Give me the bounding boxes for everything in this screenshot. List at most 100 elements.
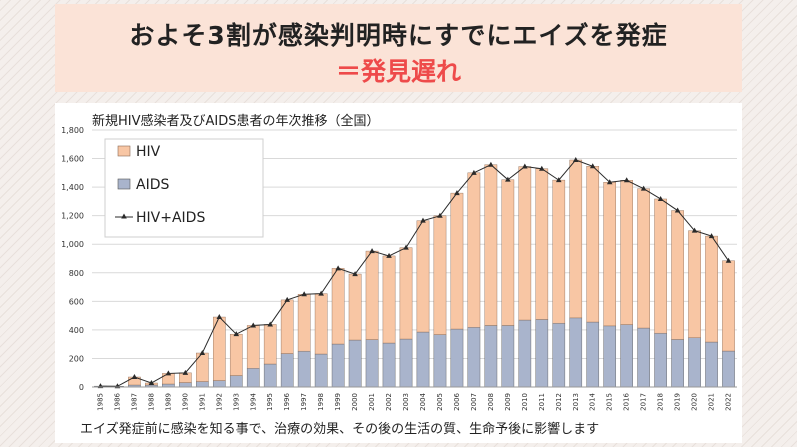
bar-hiv bbox=[518, 166, 532, 321]
hiv-aids-chart: 0 200 400 600 800 1,000 1,200 1,400 1,600 1,800 19… bbox=[61, 113, 737, 411]
bar-aids bbox=[484, 325, 498, 388]
y-tick-label: 1,000 bbox=[61, 240, 84, 249]
bar-hiv bbox=[416, 220, 430, 333]
bar-hiv bbox=[433, 215, 447, 335]
bar-hiv bbox=[263, 324, 277, 365]
bar-aids bbox=[399, 338, 413, 388]
bar-hiv bbox=[331, 268, 345, 345]
bar-aids bbox=[637, 327, 650, 388]
line-point bbox=[284, 296, 290, 302]
bar-aids bbox=[416, 331, 430, 388]
x-tick-label: 2020 bbox=[691, 393, 699, 411]
bar-hiv bbox=[688, 230, 701, 338]
x-tick-label: 1998 bbox=[317, 393, 325, 411]
bar-hiv bbox=[365, 250, 379, 340]
x-tick-label: 2014 bbox=[589, 392, 597, 410]
footnote: エイズ発症前に感染を知る事で、治療の効果、その後の生活の質、生命予後に影響します bbox=[80, 422, 600, 437]
x-tick-label: 2005 bbox=[436, 393, 444, 411]
chart-legend: HIV AIDS HIV+AIDS bbox=[104, 138, 264, 238]
bar-hiv bbox=[246, 325, 260, 369]
bar-hiv bbox=[569, 159, 583, 319]
line-point bbox=[522, 163, 528, 169]
chart-panel: 0 200 400 600 800 1,000 1,200 1,400 1,600 1,800 19… bbox=[55, 103, 742, 443]
legend-swatch-hiv bbox=[117, 145, 131, 157]
x-tick-label: 2016 bbox=[623, 392, 631, 410]
line-point bbox=[267, 321, 274, 327]
y-tick-label: 1,400 bbox=[61, 183, 84, 192]
bar-hiv bbox=[348, 273, 362, 341]
legend-label-aids: AIDS bbox=[136, 177, 169, 193]
y-tick-label: 800 bbox=[69, 269, 84, 278]
line-point bbox=[199, 350, 206, 356]
x-tick-label: 2022 bbox=[725, 393, 733, 411]
x-tick-label: 1992 bbox=[215, 393, 223, 411]
y-tick-label: 1,800 bbox=[61, 126, 84, 135]
legend-swatch-aids bbox=[117, 178, 131, 190]
x-tick-label: 2013 bbox=[572, 393, 580, 411]
line-point bbox=[539, 165, 545, 171]
line-point bbox=[471, 169, 477, 175]
x-tick-label: 2017 bbox=[640, 393, 648, 411]
line-point bbox=[386, 252, 392, 258]
chart-title: 新規HIV感染者及びAIDS患者の年次推移（全国） bbox=[92, 113, 380, 129]
bar-aids bbox=[196, 381, 209, 388]
x-tick-label: 2011 bbox=[538, 393, 546, 411]
y-tick-label: 1,200 bbox=[61, 212, 84, 221]
header-banner: およそ3割が感染判明時にすでにエイズを発症 ＝発見遅れ bbox=[55, 4, 742, 92]
bar-aids bbox=[297, 350, 311, 388]
x-tick-label: 1990 bbox=[181, 393, 189, 411]
line-point bbox=[403, 244, 409, 250]
bar-hiv bbox=[229, 333, 243, 376]
bar-hiv bbox=[705, 235, 718, 343]
bar-aids bbox=[518, 319, 532, 388]
bar-hiv bbox=[637, 188, 650, 329]
line-point bbox=[216, 314, 223, 320]
bar-hiv bbox=[382, 255, 396, 344]
x-tick-label: 1989 bbox=[164, 393, 172, 411]
bar-hiv bbox=[280, 299, 294, 354]
x-tick-label: 2006 bbox=[453, 392, 461, 410]
line-point bbox=[623, 177, 630, 183]
bar-aids bbox=[314, 353, 328, 388]
legend-marker-total bbox=[121, 213, 127, 219]
bar-hiv bbox=[620, 180, 633, 325]
bar-aids bbox=[467, 327, 481, 388]
bar-aids bbox=[450, 328, 464, 388]
y-tick-label: 400 bbox=[69, 326, 84, 335]
bar-hiv bbox=[297, 293, 311, 352]
x-tick-label: 2009 bbox=[504, 393, 512, 411]
line-point bbox=[657, 195, 664, 201]
bar-hiv bbox=[535, 168, 549, 320]
line-point bbox=[555, 177, 562, 183]
bar-hiv bbox=[399, 247, 413, 340]
bar-aids bbox=[688, 337, 701, 388]
bar-hiv bbox=[484, 164, 498, 326]
line-point bbox=[352, 271, 358, 277]
line-point bbox=[233, 331, 240, 337]
bar-hiv bbox=[722, 260, 735, 352]
line-point bbox=[420, 217, 426, 223]
y-tick-label: 1,600 bbox=[61, 155, 84, 164]
x-tick-label: 1985 bbox=[96, 393, 104, 411]
x-tick-label: 2015 bbox=[606, 393, 614, 411]
bar-aids bbox=[179, 382, 192, 388]
y-tick-label: 200 bbox=[69, 354, 84, 363]
line-point bbox=[725, 257, 732, 263]
x-tick-label: 2012 bbox=[555, 393, 563, 411]
bar-aids bbox=[671, 339, 684, 388]
x-tick-label: 1997 bbox=[300, 393, 308, 411]
x-tick-label: 1993 bbox=[232, 393, 240, 411]
bar-aids bbox=[535, 319, 549, 388]
legend-label-total: HIV+AIDS bbox=[136, 210, 205, 226]
bar-aids bbox=[229, 375, 243, 388]
bar-hiv bbox=[671, 210, 684, 340]
x-tick-label: 1988 bbox=[147, 393, 155, 411]
line-point bbox=[488, 161, 494, 167]
line-point bbox=[674, 207, 681, 213]
line-point bbox=[572, 156, 579, 162]
line-point bbox=[589, 163, 596, 169]
line-point bbox=[318, 290, 324, 296]
line-point bbox=[505, 176, 511, 182]
x-tick-label: 1987 bbox=[130, 393, 138, 411]
line-point bbox=[454, 190, 460, 196]
